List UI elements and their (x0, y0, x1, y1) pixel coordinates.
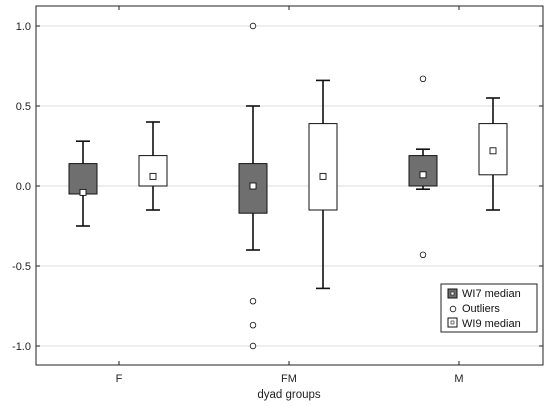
median-marker (419, 171, 427, 179)
median-marker (79, 188, 87, 196)
box-rect (138, 155, 168, 187)
legend-wi9-label: WI9 median (462, 318, 521, 330)
outlier-point (249, 22, 257, 30)
box-rect (408, 155, 438, 187)
median-marker (149, 172, 157, 180)
box-rect (238, 163, 268, 214)
x-tick-label: F (116, 373, 123, 385)
y-tick-label: 0.5 (16, 101, 31, 113)
legend-outliers-label: Outliers (462, 303, 500, 315)
legend: WI7 median Outliers WI9 median (440, 283, 538, 333)
y-tick-label: -1.0 (12, 341, 31, 353)
y-tick-label: -0.5 (12, 261, 31, 273)
outliers-layer (249, 22, 427, 350)
x-tick-label: FM (281, 373, 297, 385)
boxes-layer (68, 79, 508, 290)
box-group (478, 97, 508, 211)
median-marker (249, 182, 257, 190)
x-axis: F FM M (116, 6, 464, 385)
y-tick-label: 0.0 (16, 181, 31, 193)
outlier-point (249, 322, 257, 329)
outlier-point (419, 251, 427, 258)
box-group (408, 148, 438, 190)
x-axis-title: dyad groups (257, 389, 321, 401)
outlier-point (249, 342, 257, 350)
box-group (68, 140, 98, 227)
median-marker (489, 147, 497, 155)
x-tick-label: M (454, 373, 463, 385)
median-marker (319, 172, 327, 180)
box-group (308, 79, 338, 290)
outlier-point (249, 298, 257, 305)
legend-wi7-label: WI7 median (462, 288, 521, 300)
grid-layer (36, 25, 543, 347)
box-rect (308, 123, 338, 211)
legend-wi7-swatch-center (450, 291, 455, 296)
box-group (138, 121, 168, 211)
legend-outliers-symbol (449, 305, 457, 313)
legend-wi9-swatch-center (450, 320, 455, 325)
y-tick-label: 1.0 (16, 21, 31, 33)
y-axis: 1.0 0.5 0.0 -0.5 -1.0 (12, 21, 543, 353)
box-group (238, 105, 268, 251)
outlier-point (419, 75, 427, 82)
